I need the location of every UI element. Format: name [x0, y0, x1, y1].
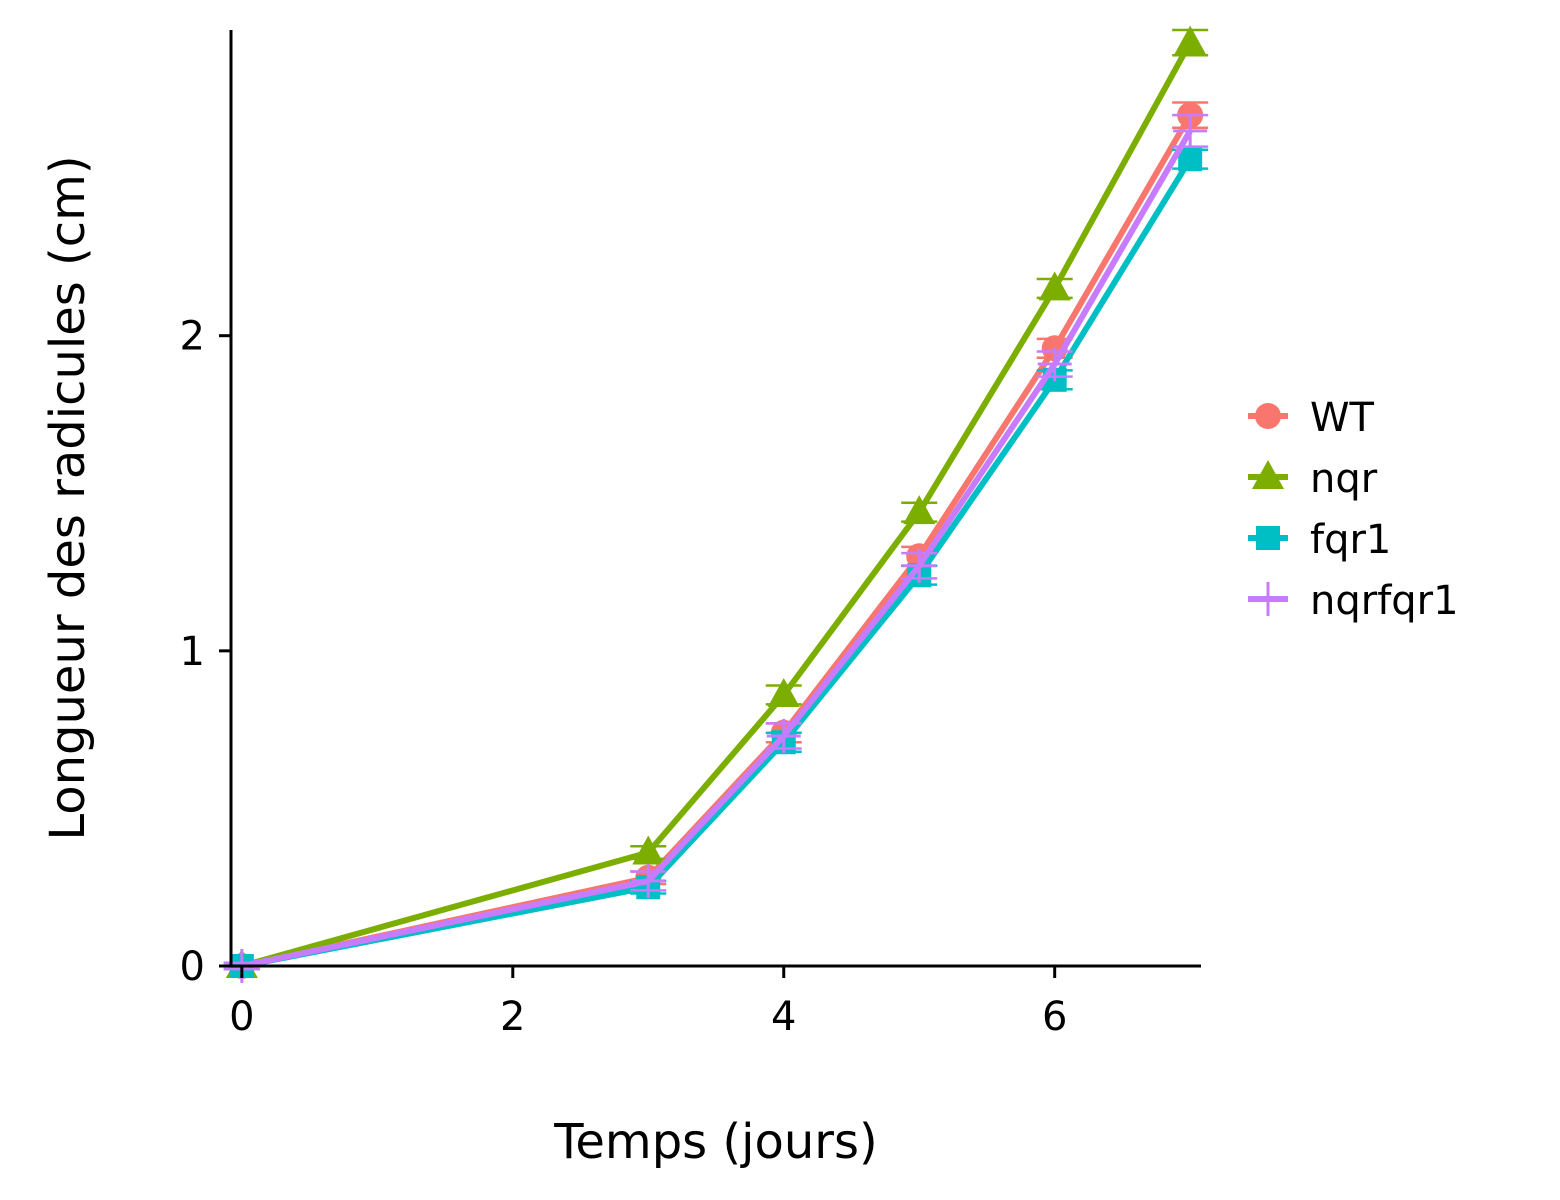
legend-item-fqr1: fqr1 — [1248, 517, 1391, 563]
y-tick-label: 2 — [180, 314, 205, 360]
legend-marker — [1252, 460, 1284, 489]
series-nqr — [223, 25, 1209, 978]
x-tick-label: 4 — [771, 994, 796, 1040]
legend-label: nqrfqr1 — [1310, 578, 1459, 624]
legend-marker — [1256, 526, 1280, 550]
ticks-layer: 0 2 4 6 0 1 2 — [180, 314, 1068, 1040]
legend-label: nqr — [1310, 456, 1378, 502]
y-tick-label: 0 — [180, 944, 205, 990]
x-tick-label: 2 — [500, 994, 525, 1040]
data-point — [631, 863, 666, 898]
data-point — [902, 548, 937, 583]
axes-layer — [229, 30, 1201, 968]
data-point — [1174, 25, 1207, 55]
series-nqrfqr1 — [223, 113, 1209, 983]
legend-item-nqrfqr1: nqrfqr1 — [1248, 578, 1459, 624]
data-point — [1038, 271, 1071, 301]
data-point — [766, 718, 801, 753]
data-point — [1178, 147, 1203, 172]
legend-marker — [1251, 582, 1285, 616]
series-line — [241, 113, 1193, 969]
series-WT — [223, 101, 1209, 979]
legend-marker — [1255, 403, 1281, 429]
series-line — [241, 41, 1193, 969]
legend-label: WT — [1310, 395, 1375, 441]
data-point — [632, 835, 665, 865]
x-tick-label: 0 — [229, 994, 254, 1040]
x-axis-title: Temps (jours) — [553, 1114, 878, 1170]
x-tick-label: 6 — [1042, 994, 1067, 1040]
y-tick-label: 1 — [180, 629, 205, 675]
y-axis-title: Longueur des radicules (cm) — [40, 155, 96, 840]
legend-item-WT: WT — [1248, 395, 1375, 441]
data-point — [903, 495, 936, 525]
series-line — [241, 157, 1193, 969]
series-line — [241, 129, 1193, 969]
data-point — [1037, 347, 1072, 382]
data-point — [767, 677, 800, 707]
data-point — [1173, 113, 1208, 148]
series-layer — [223, 25, 1209, 983]
legend-item-nqr: nqr — [1248, 456, 1378, 502]
legend-label: fqr1 — [1310, 517, 1391, 563]
